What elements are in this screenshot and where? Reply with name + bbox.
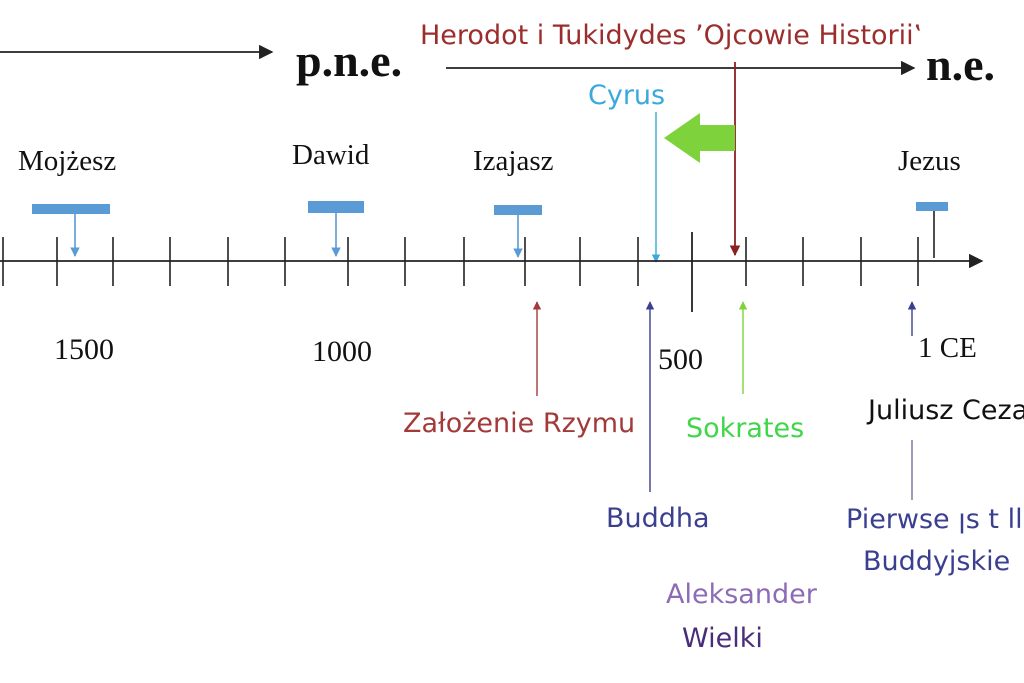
socrates-label: Sokrates bbox=[686, 413, 804, 444]
rome-label: Założenie Rzymu bbox=[403, 408, 635, 439]
alexander-line1: Aleksander bbox=[666, 579, 818, 610]
historians-label: Herodot i Tukidydes ’Ojcowie Historii‛ bbox=[420, 20, 922, 51]
isaiah-label: Izajasz bbox=[473, 145, 554, 177]
year-label-1000: 1000 bbox=[312, 335, 372, 368]
alexander-line2: Wielki bbox=[682, 623, 763, 654]
bce-era-label: p.n.e. bbox=[296, 35, 402, 86]
buddha-label: Buddha bbox=[606, 503, 710, 534]
caesar-label: Juliusz Ceza bbox=[866, 395, 1024, 426]
ce-era-label: n.e. bbox=[926, 39, 995, 90]
moses-label: Mojżesz bbox=[18, 145, 116, 177]
buddhist-texts-line1: Pierwse ꞁs t ll tr bbox=[846, 504, 1024, 535]
jesus-marker bbox=[916, 202, 948, 211]
year-label-500: 500 bbox=[658, 343, 703, 376]
isaiah-marker bbox=[494, 205, 542, 215]
green-arrow-icon bbox=[664, 113, 735, 163]
timeline-ticks bbox=[2, 237, 919, 286]
david-marker bbox=[308, 201, 364, 213]
year-label-1-ce: 1 CE bbox=[918, 332, 977, 364]
year-label-1500: 1500 bbox=[54, 333, 114, 366]
buddhist-texts-line2: Buddyjskie bbox=[863, 546, 1010, 577]
moses-marker bbox=[32, 204, 110, 214]
jesus-label: Jezus bbox=[898, 145, 961, 177]
david-label: Dawid bbox=[292, 139, 370, 171]
cyrus-label: Cyrus bbox=[588, 80, 665, 111]
